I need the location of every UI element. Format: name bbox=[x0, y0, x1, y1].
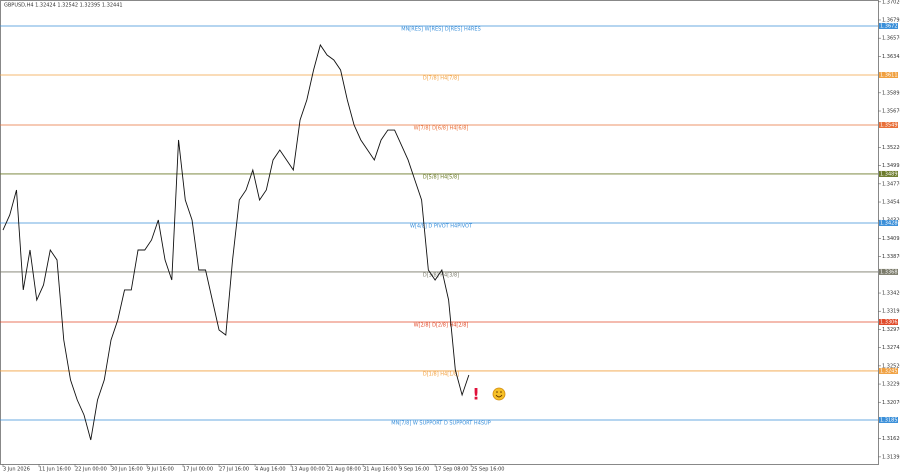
level-price: 1.36115 bbox=[880, 73, 900, 79]
y-tick-label: 1.35220 bbox=[882, 145, 900, 151]
level-price-box bbox=[879, 122, 898, 129]
y-tick-label: 1.32745 bbox=[882, 345, 900, 351]
level-price: 1.34892 bbox=[880, 171, 900, 177]
level-price: 1.34286 bbox=[880, 220, 900, 226]
level-label: D[5/8] H4[5/8] bbox=[423, 174, 459, 180]
x-tick-label: 31 Aug 16:00 bbox=[363, 467, 397, 473]
level-label: MN[7/8] W SUPPORT D SUPPORT H4SUP bbox=[391, 420, 490, 426]
y-tick-label: 1.33195 bbox=[882, 309, 900, 315]
x-tick-label: 27 Jul 16:00 bbox=[219, 467, 249, 473]
level-price-box bbox=[879, 72, 898, 79]
level-label: W[7/8] D[6/8] H4[6/8] bbox=[414, 126, 469, 132]
level-label: D[1/8] H4[1/8] bbox=[423, 371, 459, 377]
y-tick-label: 1.33870 bbox=[882, 254, 900, 260]
x-tick-label: 17 Jul 00:00 bbox=[183, 467, 213, 473]
x-tick-label: 25 Sep 16:00 bbox=[471, 467, 504, 473]
level-price-box bbox=[879, 319, 898, 326]
x-tick-label: 21 Aug 08:00 bbox=[327, 467, 361, 473]
y-tick-label: 1.35895 bbox=[882, 90, 900, 96]
level-price-box bbox=[879, 367, 898, 374]
smiley-mouth bbox=[495, 394, 503, 398]
x-tick-label: 4 Aug 16:00 bbox=[255, 467, 286, 473]
price-line bbox=[2, 43, 470, 441]
level-label: D[7/8] H4[7/8] bbox=[423, 76, 459, 82]
level-price: 1.33681 bbox=[880, 269, 900, 275]
smiley-eye bbox=[496, 391, 498, 393]
y-tick-label: 1.37020 bbox=[882, 0, 900, 5]
y-tick-label: 1.32070 bbox=[882, 400, 900, 406]
y-tick-label: 1.32295 bbox=[882, 382, 900, 388]
level-price: 1.33062 bbox=[880, 320, 900, 326]
x-tick-label: 9 Sep 16:00 bbox=[399, 467, 429, 473]
y-tick-label: 1.36795 bbox=[882, 17, 900, 23]
x-tick-label: 11 Jun 16:00 bbox=[39, 467, 71, 473]
y-tick-label: 1.32520 bbox=[882, 363, 900, 369]
level-price: 1.36721 bbox=[880, 23, 900, 29]
level-price-box bbox=[879, 416, 898, 423]
x-tick-label: 13 Aug 00:00 bbox=[291, 467, 325, 473]
level-price: 1.32457 bbox=[880, 368, 900, 374]
level-label: MN[RES] W[RES] D[RES] H4RES bbox=[401, 26, 481, 32]
level-price-box bbox=[879, 22, 898, 29]
y-tick-label: 1.36345 bbox=[882, 54, 900, 60]
chart-title: GBPUSD,H4 1.32424 1.32542 1.32395 1.3244… bbox=[4, 3, 123, 9]
y-tick-label: 1.32970 bbox=[882, 327, 900, 333]
y-tick-label: 1.33420 bbox=[882, 291, 900, 297]
plot-frame bbox=[0, 0, 879, 465]
y-tick-label: 1.34995 bbox=[882, 163, 900, 169]
y-tick-label: 1.31395 bbox=[882, 454, 900, 460]
level-label: W[4/8] D PIVOT H4PIVOT bbox=[410, 223, 473, 229]
level-price: 1.35497 bbox=[880, 123, 900, 129]
level-price-box bbox=[879, 170, 898, 177]
x-tick-label: 17 Sep 08:00 bbox=[435, 467, 468, 473]
alert-icon: ! bbox=[472, 385, 479, 404]
y-tick-label: 1.31620 bbox=[882, 436, 900, 442]
y-tick-label: 1.34095 bbox=[882, 236, 900, 242]
smiley-icon bbox=[492, 387, 506, 401]
smiley-eye bbox=[500, 391, 502, 393]
level-price-box bbox=[879, 268, 898, 275]
y-tick-label: 1.34545 bbox=[882, 200, 900, 206]
y-tick-label: 1.36570 bbox=[882, 36, 900, 42]
x-tick-label: 30 Jun 16:00 bbox=[111, 467, 143, 473]
y-tick-label: 1.34770 bbox=[882, 181, 900, 187]
x-tick-label: 3 Jun 2026 bbox=[3, 467, 30, 473]
y-tick-label: 1.35670 bbox=[882, 109, 900, 115]
level-price-box bbox=[879, 219, 898, 226]
x-tick-label: 9 Jul 16:00 bbox=[147, 467, 174, 473]
level-label: D[3/8] H4[3/8] bbox=[423, 272, 459, 278]
level-price: 1.31851 bbox=[880, 417, 900, 423]
level-label: W[2/8] D[2/8] H4[2/8] bbox=[414, 323, 469, 329]
x-tick-label: 22 Jun 00:00 bbox=[75, 467, 107, 473]
